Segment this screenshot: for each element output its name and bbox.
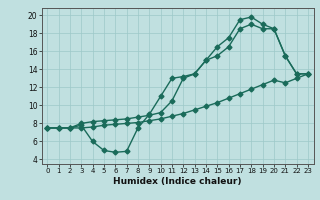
X-axis label: Humidex (Indice chaleur): Humidex (Indice chaleur) [113,177,242,186]
